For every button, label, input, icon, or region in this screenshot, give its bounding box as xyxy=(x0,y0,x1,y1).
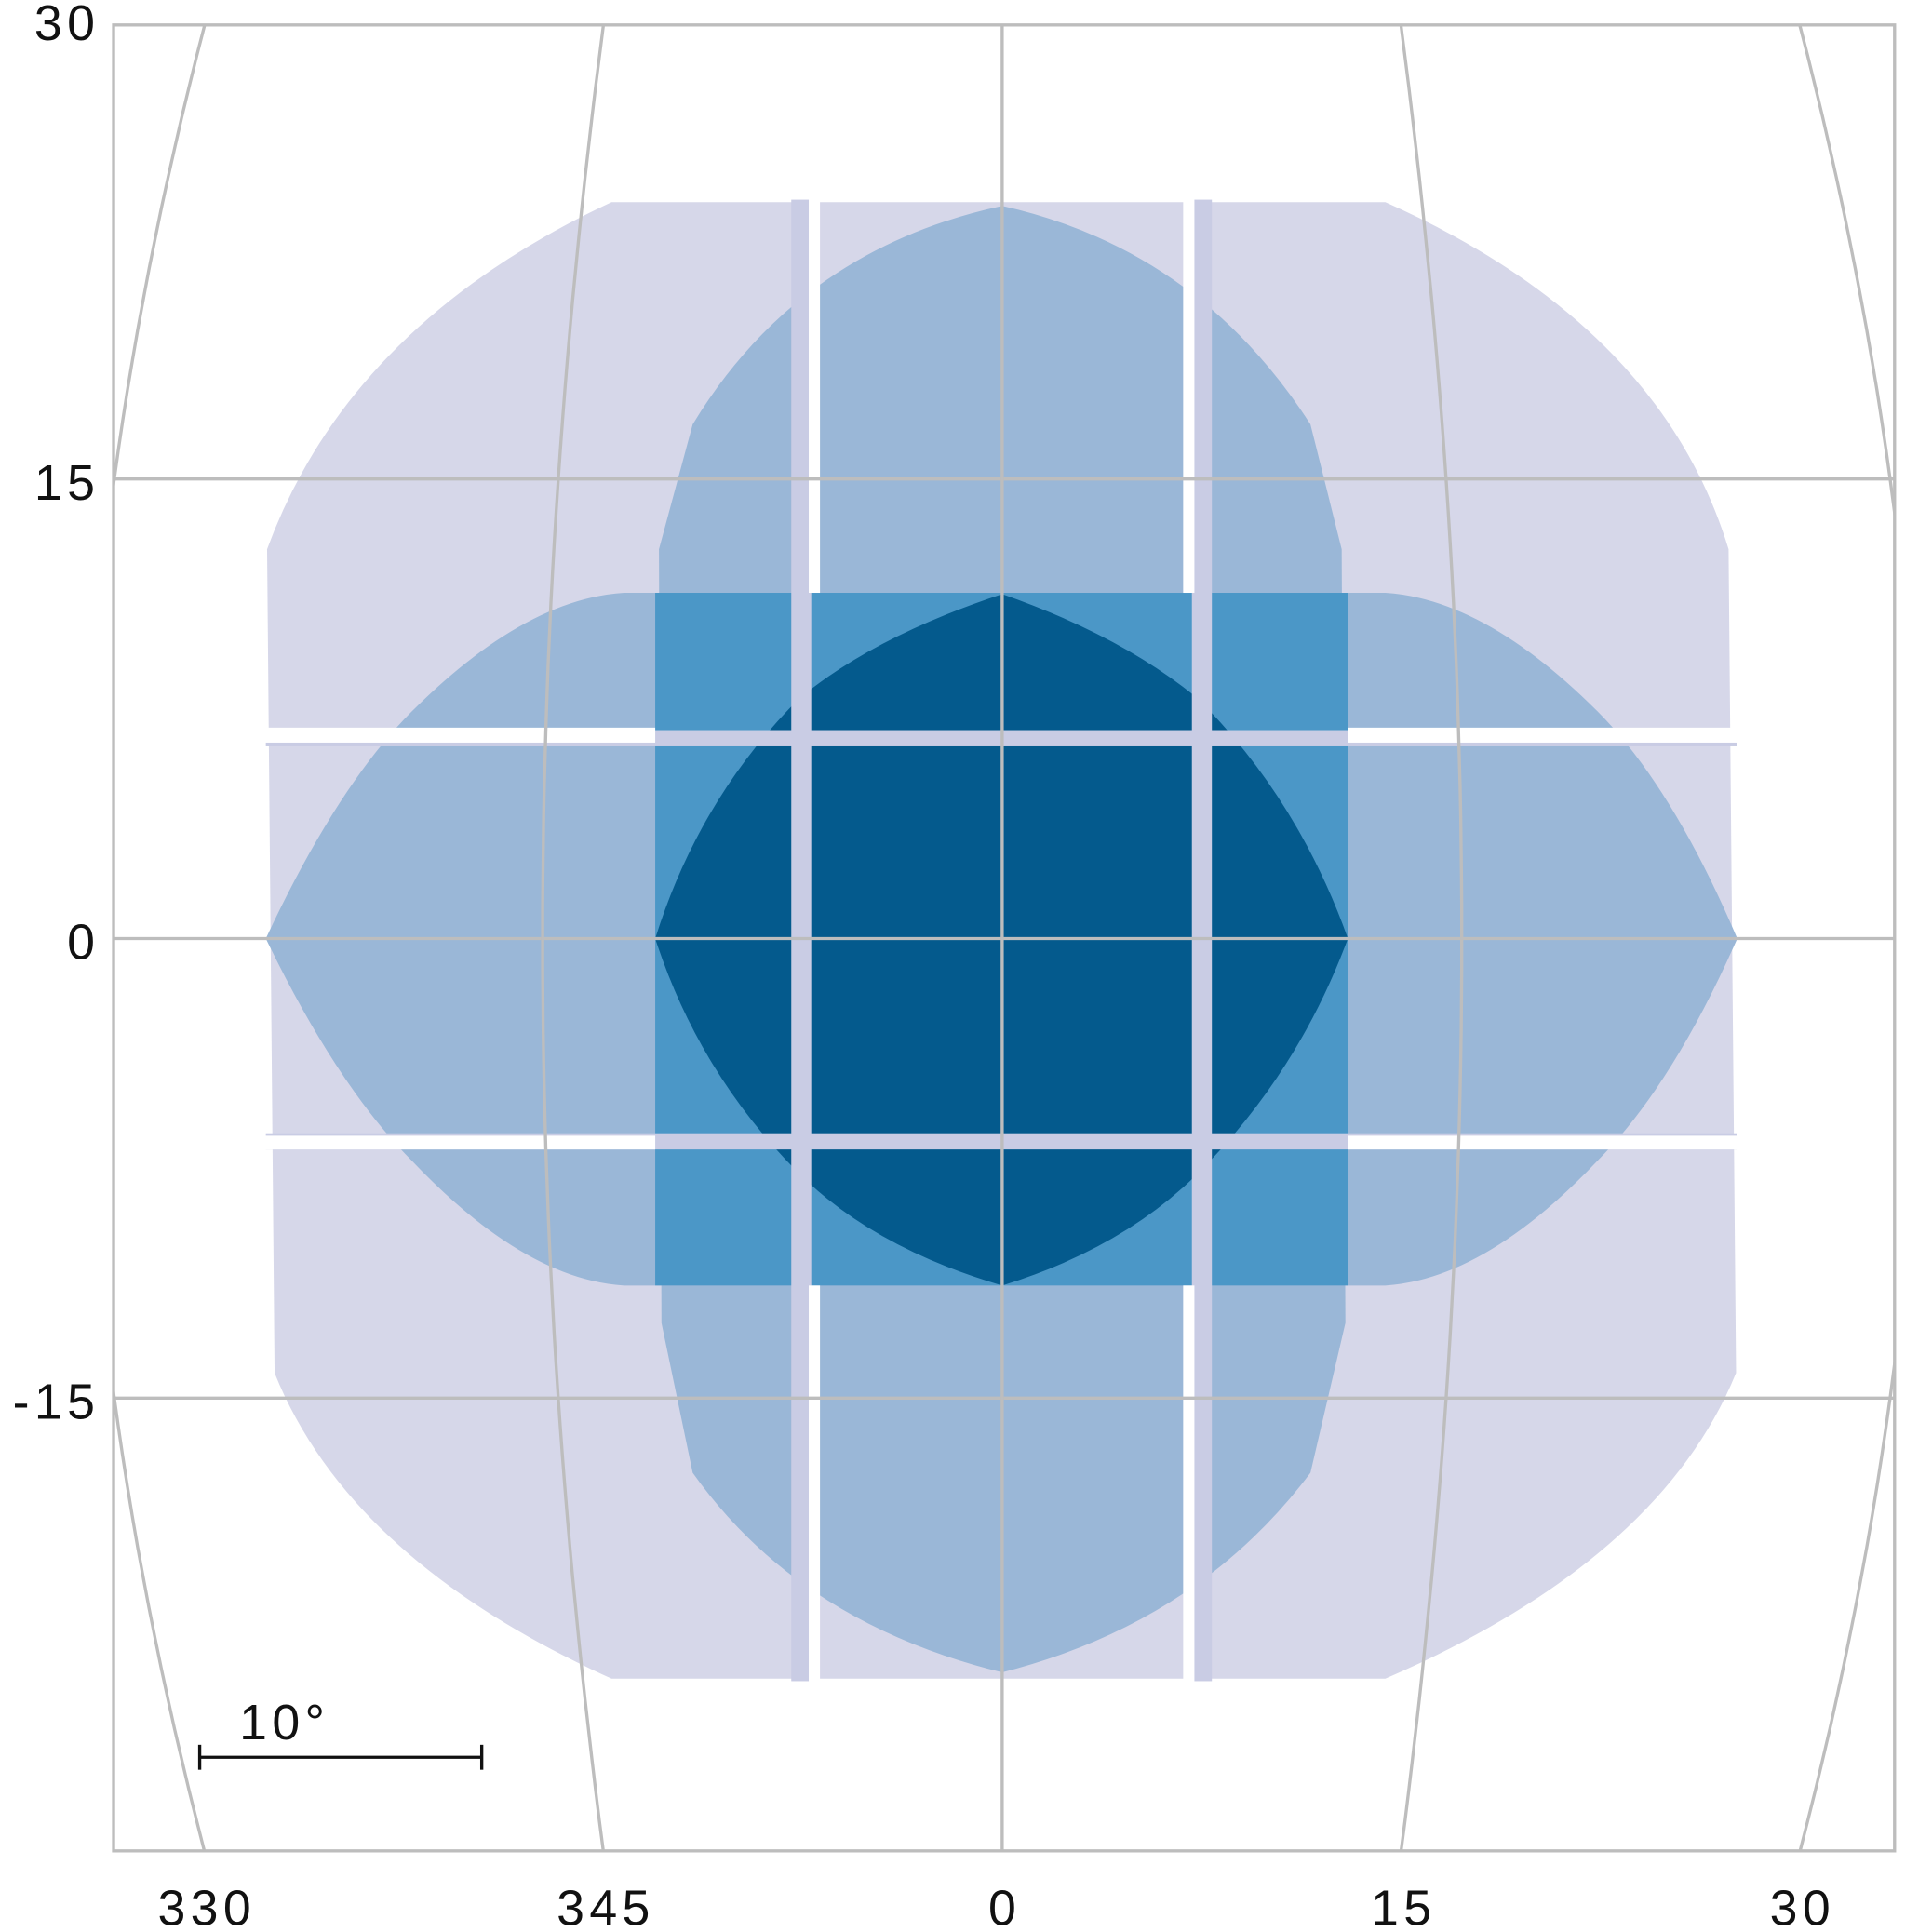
lon-label: 345 xyxy=(557,1881,655,1932)
graticule xyxy=(114,24,1895,1851)
gap xyxy=(1183,1285,1195,1685)
gap xyxy=(1348,727,1741,743)
seam xyxy=(791,199,812,1682)
meridian xyxy=(114,24,207,1851)
lon-label: 0 xyxy=(988,1881,1021,1932)
lat-label: 0 xyxy=(67,915,100,971)
lon-label: 30 xyxy=(1770,1881,1835,1932)
frame xyxy=(112,23,1897,1853)
seam xyxy=(1191,199,1213,1682)
lat-label: 15 xyxy=(34,455,100,511)
scale-bar xyxy=(197,1744,484,1770)
tick-labels: 30 15 0 -15 330 345 0 15 30 xyxy=(13,0,1835,1932)
lat-label: 30 xyxy=(34,0,100,51)
gap xyxy=(262,1135,656,1150)
scale-bar-label: 10° xyxy=(239,1695,329,1751)
lat-label: -15 xyxy=(13,1375,101,1430)
meridian xyxy=(1399,24,1464,1851)
lon-label: 15 xyxy=(1371,1881,1436,1932)
meridian xyxy=(541,24,606,1851)
gap xyxy=(1348,1135,1741,1150)
lon-label: 330 xyxy=(157,1881,256,1932)
gap xyxy=(809,1285,821,1685)
gap xyxy=(262,727,656,743)
gap xyxy=(809,196,821,594)
gaps xyxy=(262,196,1741,1685)
meridian xyxy=(1798,24,1895,1851)
gap xyxy=(1183,196,1195,594)
coverage xyxy=(262,196,1741,1685)
